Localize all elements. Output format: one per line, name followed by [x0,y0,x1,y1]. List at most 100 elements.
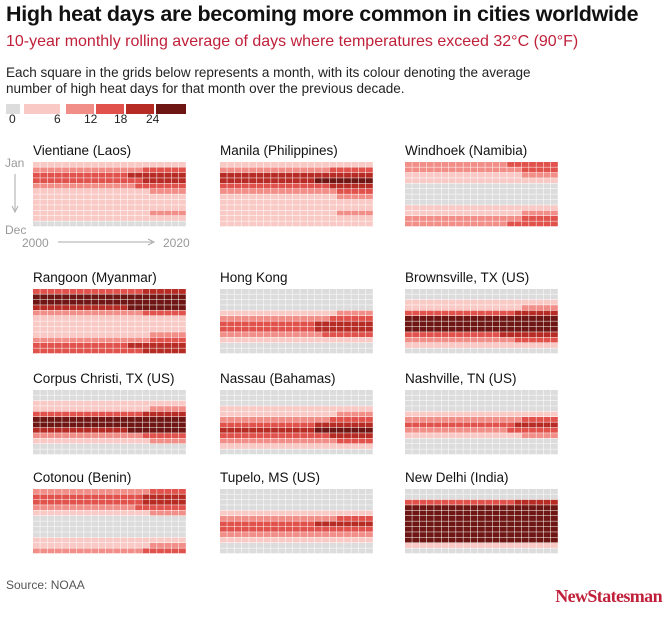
heatmap-cell [470,400,478,406]
heatmap-cell [69,489,77,494]
heatmap-cell [120,305,128,311]
heatmap-cell [263,510,271,516]
heatmap-cell [256,337,264,343]
heatmap-cell [463,167,471,173]
heatmap-cell [106,294,113,300]
heatmap-cell [358,221,366,227]
heatmap-cell [521,343,529,348]
heatmap-cell [62,205,69,211]
heatmap-cell [529,438,536,444]
heatmap-cell [127,348,135,354]
heatmap-cell [551,310,558,316]
heatmap-cell [322,390,329,395]
heatmap-cell [405,348,412,354]
heatmap-cell [514,299,522,305]
heatmap-cell [120,499,128,505]
heatmap-cell [419,548,427,554]
heatmap-cell [84,516,91,521]
heatmap-cell [448,310,456,316]
heatmap-cell [419,216,427,221]
heatmap-cell [470,221,478,227]
heatmap-cell [514,449,522,455]
heatmap-cell [98,438,106,444]
heatmap-grid [220,289,373,354]
heatmap-cell [329,316,337,321]
heatmap-cell [507,438,514,444]
heatmap-cell [412,537,420,543]
heatmap-cell [278,510,286,516]
heatmap-cell [227,427,235,433]
heatmap-cell [220,210,227,216]
heatmap-cell [47,199,55,205]
heatmap-cell [499,406,507,412]
heatmap-cell [91,299,99,305]
heatmap-cell [478,189,485,194]
heatmap-cell [405,326,412,332]
heatmap-cell [551,400,558,406]
heatmap-cell [106,178,113,184]
heatmap-cell [470,172,478,178]
heatmap-cell [135,183,142,189]
heatmap-cell [33,289,40,294]
heatmap-cell [142,167,150,173]
heatmap-cell [127,417,135,422]
heatmap-cell [456,221,463,227]
heatmap-cell [470,411,478,417]
city-label: Vientiane (Laos) [33,143,132,158]
heatmap-cell [366,332,373,338]
heatmap-cell [54,210,62,216]
heatmap-cell [84,406,91,412]
heatmap-cell [256,326,264,332]
heatmap-cell [478,499,485,505]
heatmap-cell [419,395,427,401]
heatmap-cell [485,417,493,422]
heatmap-cell [405,548,412,554]
heatmap-cell [434,494,441,500]
heatmap-cell [470,316,478,321]
heatmap-cell [463,289,471,294]
heatmap-cell [366,390,373,395]
heatmap-cell [419,400,427,406]
heatmap-cell [536,289,544,294]
city-label: Cotonou (Benin) [33,470,132,485]
heatmap-cell [434,348,441,354]
heatmap-cell [463,321,471,327]
heatmap-cell [336,499,344,505]
heatmap-cell [514,543,522,548]
heatmap-cell [521,449,529,455]
heatmap-cell [492,167,500,173]
heatmap-cell [448,543,456,548]
heatmap-cell [135,406,142,412]
heatmap-cell [499,199,507,205]
heatmap-cell [358,289,366,294]
heatmap-cell [426,395,434,401]
heatmap-cell [329,438,337,444]
heatmap-cell [307,294,315,300]
heatmap-cell [412,449,420,455]
heatmap-cell [322,406,329,412]
heatmap-cell [366,316,373,321]
heatmap-cell [62,510,69,516]
heatmap-cell [419,422,427,428]
heatmap-cell [171,172,179,178]
heatmap-cell [336,406,344,412]
heatmap-cell [434,162,441,167]
heatmap-cell [351,395,359,401]
heatmap-cell [47,299,55,305]
heatmap-cell [478,395,485,401]
heatmap-cell [54,510,62,516]
heatmap-cell [300,189,308,194]
heatmap-cell [314,438,322,444]
heatmap-cell [256,510,264,516]
heatmap-cell [256,449,264,455]
heatmap-cell [521,310,529,316]
heatmap-cell [314,494,322,500]
heatmap-cell [69,406,77,412]
brand-logo[interactable]: NewStatesman [555,586,662,606]
heatmap-cell [227,433,235,439]
heatmap-cell [314,343,322,348]
heatmap-cell [419,332,427,338]
heatmap-cell [127,326,135,332]
legend-swatch [66,104,94,114]
heatmap-cell [463,411,471,417]
